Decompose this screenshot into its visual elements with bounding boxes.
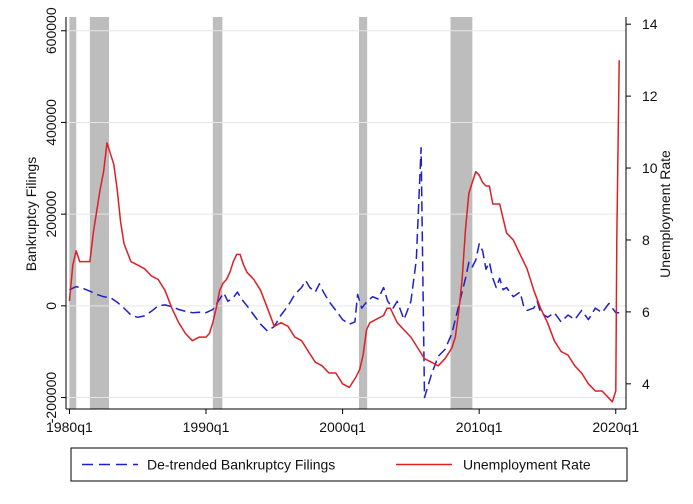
right-tick-label: 4 xyxy=(642,376,650,392)
legend-box xyxy=(70,447,628,482)
left-tick-label: -200000 xyxy=(43,372,59,424)
left-tick-label: 600000 xyxy=(43,7,59,54)
axes xyxy=(65,17,627,410)
legend: De-trended Bankruptcy Filings Unemployme… xyxy=(70,447,628,482)
recession-band xyxy=(212,17,223,409)
series-lines xyxy=(68,60,620,403)
right-tick-label: 6 xyxy=(642,304,650,320)
recession-bands xyxy=(69,17,473,409)
bottom-tick-label: 2010q1 xyxy=(456,419,503,435)
recession-band xyxy=(358,17,368,409)
legend-label-unemployment: Unemployment Rate xyxy=(463,457,591,473)
gridlines xyxy=(66,30,626,399)
right-tick-label: 10 xyxy=(642,160,658,176)
bottom-tick-label: 1980q1 xyxy=(46,419,93,435)
bottom-tick-label: 2000q1 xyxy=(319,419,366,435)
left-tick-label: 200000 xyxy=(43,191,59,238)
bottom-tick-label: 1990q1 xyxy=(183,419,230,435)
right-tick-label: 8 xyxy=(642,232,650,248)
right-tick-label: 14 xyxy=(642,16,658,32)
right-axis-title: Unemployment Rate xyxy=(657,150,673,278)
tick-labels: -200000 0 200000 400000 600000 4 6 8 10 12 14 1980q… xyxy=(43,7,658,435)
left-axis-title: Bankruptcy Filings xyxy=(23,157,39,271)
left-tick-label: 0 xyxy=(43,302,59,310)
recession-band xyxy=(450,17,473,409)
legend-label-bankruptcy: De-trended Bankruptcy Filings xyxy=(147,457,335,473)
recession-band xyxy=(89,17,110,409)
bottom-tick-label: 2020q1 xyxy=(592,419,639,435)
left-tick-label: 400000 xyxy=(43,99,59,146)
unemployment-rate-line xyxy=(68,60,620,403)
bankruptcy-filings-line xyxy=(69,146,620,399)
recession-band xyxy=(69,17,77,409)
right-tick-label: 12 xyxy=(642,88,658,104)
